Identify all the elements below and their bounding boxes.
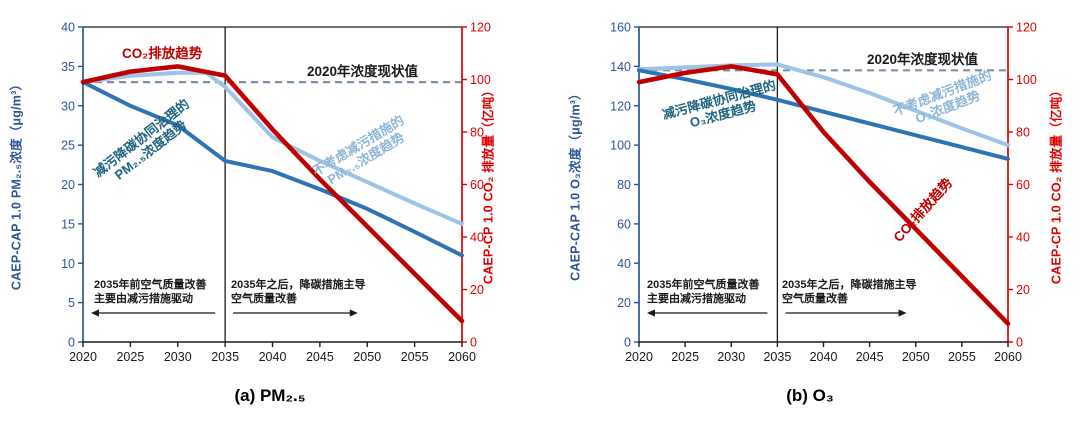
right-axis-tick-label: 100 — [1016, 73, 1037, 87]
annotation-line: 2035年之后，降碳措施主导 — [231, 279, 366, 291]
left-axis-tick-label: 20 — [617, 296, 631, 310]
right-axis-tick-label: 0 — [470, 336, 477, 350]
o3-left-axis-title: CAEP-CAP 1.0 O₃浓度（μg/m³） — [568, 87, 583, 281]
x-axis-tick-label: 2020 — [69, 350, 97, 364]
left-axis-tick-label: 15 — [61, 217, 75, 231]
left-axis-tick-label: 40 — [617, 257, 631, 271]
x-axis-tick-label: 2045 — [856, 350, 884, 364]
left-axis-tick-label: 40 — [61, 21, 75, 35]
right-axis-tick-label: 100 — [470, 73, 491, 87]
x-axis-tick-label: 2030 — [717, 350, 745, 364]
annotation-arrow-head — [349, 309, 358, 317]
pm25-post2035-annotation: 2035年之后，降碳措施主导 空气质量改善 — [231, 278, 365, 306]
x-axis-tick-label: 2060 — [994, 350, 1022, 364]
annotation-line: 2035年前空气质量改善 — [94, 279, 207, 291]
x-axis-tick-label: 2025 — [671, 350, 699, 364]
left-axis-tick-label: 30 — [61, 99, 75, 113]
x-axis-tick-label: 2030 — [164, 350, 192, 364]
annotation-line: 主要由减污措施驱动 — [94, 293, 193, 305]
left-axis-tick-label: 60 — [617, 217, 631, 231]
right-axis-tick-label: 60 — [1016, 178, 1030, 192]
left-axis-tick-label: 25 — [61, 139, 75, 153]
series-line-dark_blue — [637, 68, 1010, 161]
o3-caption: (b) O₃ — [786, 386, 834, 405]
x-axis-tick-label: 2050 — [902, 350, 930, 364]
right-axis-tick-label: 120 — [470, 21, 491, 35]
x-axis-tick-label: 2040 — [259, 350, 287, 364]
annotation-arrow-head — [898, 309, 907, 317]
left-axis-tick-label: 0 — [68, 336, 75, 350]
right-axis-tick-label: 80 — [470, 126, 484, 140]
x-axis-tick-label: 2025 — [116, 350, 144, 364]
left-axis-tick-label: 160 — [610, 21, 631, 35]
x-axis-tick-label: 2055 — [948, 350, 976, 364]
panel-o3: 0 20 40 60 80 100 120 140 160 0 20 40 60 80 100 120 2020… — [540, 0, 1080, 435]
right-axis-tick-label: 0 — [1016, 336, 1023, 350]
right-axis-tick-label: 40 — [470, 231, 484, 245]
left-axis-tick-label: 120 — [610, 99, 631, 113]
annotation-line: 2035年前空气质量改善 — [647, 279, 760, 291]
annotation-line: 2035年之后，降碳措施主导 — [782, 279, 917, 291]
pm25-reference-line-label: 2020年浓度现状值 — [307, 64, 419, 79]
pm25-co2-series-label: CO₂排放趋势 — [122, 46, 203, 61]
annotation-line: 空气质量改善 — [231, 293, 297, 305]
x-axis-tick-label: 2055 — [401, 350, 429, 364]
pm25-caption: (a) PM₂.₅ — [234, 386, 306, 405]
left-axis-tick-label: 5 — [68, 296, 75, 310]
annotation-arrow-head — [91, 309, 99, 317]
annotation-line: 主要由减污措施驱动 — [647, 293, 746, 305]
x-axis-tick-label: 2060 — [448, 350, 476, 364]
right-axis-tick-label: 120 — [1016, 21, 1037, 35]
x-axis-tick-label: 2040 — [810, 350, 838, 364]
right-axis-tick-label: 80 — [1016, 126, 1030, 140]
series-line-co2_red — [636, 64, 1011, 326]
panel-pm25: 0 5 10 15 20 25 30 35 40 0 20 40 60 80 100 120 2020 2025 2… — [9, 21, 496, 406]
x-axis-tick-label: 2045 — [306, 350, 334, 364]
left-axis-tick-label: 20 — [61, 178, 75, 192]
x-axis-tick-label: 2050 — [353, 350, 381, 364]
o3-pre2035-annotation: 2035年前空气质量改善 主要由减污措施驱动 — [647, 278, 759, 306]
right-axis-tick-label: 20 — [470, 283, 484, 297]
o3-right-axis-title: CAEP-CP 1.0 CO₂ 排放量（亿吨） — [1049, 83, 1064, 285]
left-axis-tick-label: 140 — [610, 60, 631, 74]
left-axis-tick-label: 0 — [624, 336, 631, 350]
series-line-light_blue — [81, 70, 464, 226]
series-line-co2_red — [80, 64, 465, 324]
right-axis-tick-label: 40 — [1016, 231, 1030, 245]
series-line-dark_blue — [81, 80, 464, 258]
o3-post2035-annotation: 2035年之后，降碳措施主导 空气质量改善 — [782, 278, 916, 306]
series-line-light_blue — [637, 62, 1010, 148]
left-axis-tick-label: 100 — [610, 139, 631, 153]
x-axis-tick-label: 2035 — [763, 350, 791, 364]
x-axis-tick-label: 2020 — [625, 350, 653, 364]
left-axis-tick-label: 35 — [61, 60, 75, 74]
pm25-right-axis-title: CAEP-CP 1.0 CO₂ 排放量（亿吨） — [481, 83, 496, 285]
pm25-left-axis-title: CAEP-CAP 1.0 PM₂.₅浓度（μg/m³） — [9, 77, 24, 291]
annotation-line: 空气质量改善 — [782, 293, 848, 305]
o3-reference-line-label: 2020年浓度现状值 — [867, 52, 979, 67]
pm25-pre2035-annotation: 2035年前空气质量改善 主要由减污措施驱动 — [94, 278, 206, 306]
right-axis-tick-label: 20 — [1016, 283, 1030, 297]
o3-chart-canvas: 0204060801001201401600204060801001202020… — [610, 21, 1037, 365]
x-axis-tick-label: 2035 — [211, 350, 239, 364]
left-axis-tick-label: 80 — [617, 178, 631, 192]
annotation-arrow-head — [647, 309, 655, 317]
left-axis-tick-label: 10 — [61, 257, 75, 271]
right-axis-tick-label: 60 — [470, 178, 484, 192]
